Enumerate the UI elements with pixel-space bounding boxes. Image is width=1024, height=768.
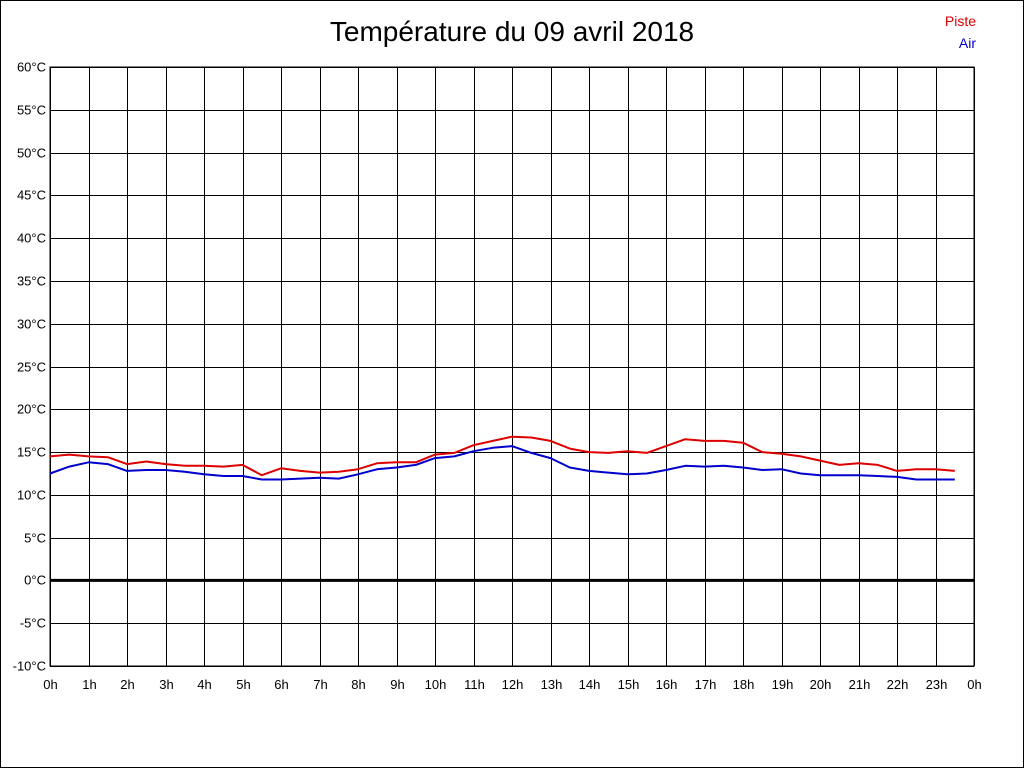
x-tick-label: 22h: [887, 677, 909, 692]
y-tick-label: 15°C: [17, 445, 46, 460]
series-line-air: [49, 445, 955, 481]
x-tick-label: 3h: [159, 677, 173, 692]
y-tick-label: 10°C: [17, 488, 46, 503]
x-tick-label: 18h: [733, 677, 755, 692]
y-tick-label: 30°C: [17, 317, 46, 332]
y-tick-label: 45°C: [17, 188, 46, 203]
x-tick-label: 13h: [541, 677, 563, 692]
x-tick-label: 10h: [425, 677, 447, 692]
x-tick-label: 7h: [313, 677, 327, 692]
x-tick-label: 23h: [926, 677, 948, 692]
x-tick-label: 17h: [695, 677, 717, 692]
y-tick-label: 20°C: [17, 402, 46, 417]
y-tick-label: -5°C: [20, 616, 46, 631]
y-tick-label: 40°C: [17, 231, 46, 246]
legend-air: Air: [958, 35, 976, 51]
x-tick-label: 0h: [43, 677, 57, 692]
y-tick-label: 35°C: [17, 274, 46, 289]
x-tick-label: 19h: [772, 677, 794, 692]
x-tick-label: 16h: [656, 677, 678, 692]
x-tick-label: 11h: [464, 677, 485, 692]
x-tick-label: 20h: [810, 677, 832, 692]
axis-labels: -10°C -5°C 0°C 5°C 10°C 15°C 20°C 25°C 30°C 35°C 4…: [13, 60, 982, 693]
grid: [49, 66, 975, 667]
series-group: [49, 435, 955, 481]
x-tick-label: 12h: [502, 677, 524, 692]
y-tick-label: 25°C: [17, 360, 46, 375]
y-tick-label: 50°C: [17, 146, 46, 161]
x-tick-label: 8h: [351, 677, 365, 692]
x-tick-label: 14h: [579, 677, 601, 692]
chart-title: Température du 09 avril 2018: [329, 16, 695, 47]
y-tick-label: -10°C: [13, 659, 46, 674]
y-tick-label: 5°C: [24, 531, 46, 546]
x-tick-label: 9h: [390, 677, 404, 692]
x-tick-label: 4h: [197, 677, 211, 692]
series-line-piste: [49, 435, 955, 477]
x-tick-label: 6h: [274, 677, 288, 692]
y-tick-label: 0°C: [24, 573, 46, 588]
y-tick-label: 55°C: [17, 103, 46, 118]
x-tick-label: 0h: [967, 677, 981, 692]
x-tick-label: 15h: [618, 677, 640, 692]
x-tick-label: 2h: [120, 677, 134, 692]
x-tick-label: 5h: [236, 677, 250, 692]
x-tick-label: 1h: [82, 677, 96, 692]
y-tick-label: 60°C: [17, 60, 46, 75]
x-tick-label: 21h: [849, 677, 871, 692]
legend-piste: Piste: [944, 13, 976, 29]
